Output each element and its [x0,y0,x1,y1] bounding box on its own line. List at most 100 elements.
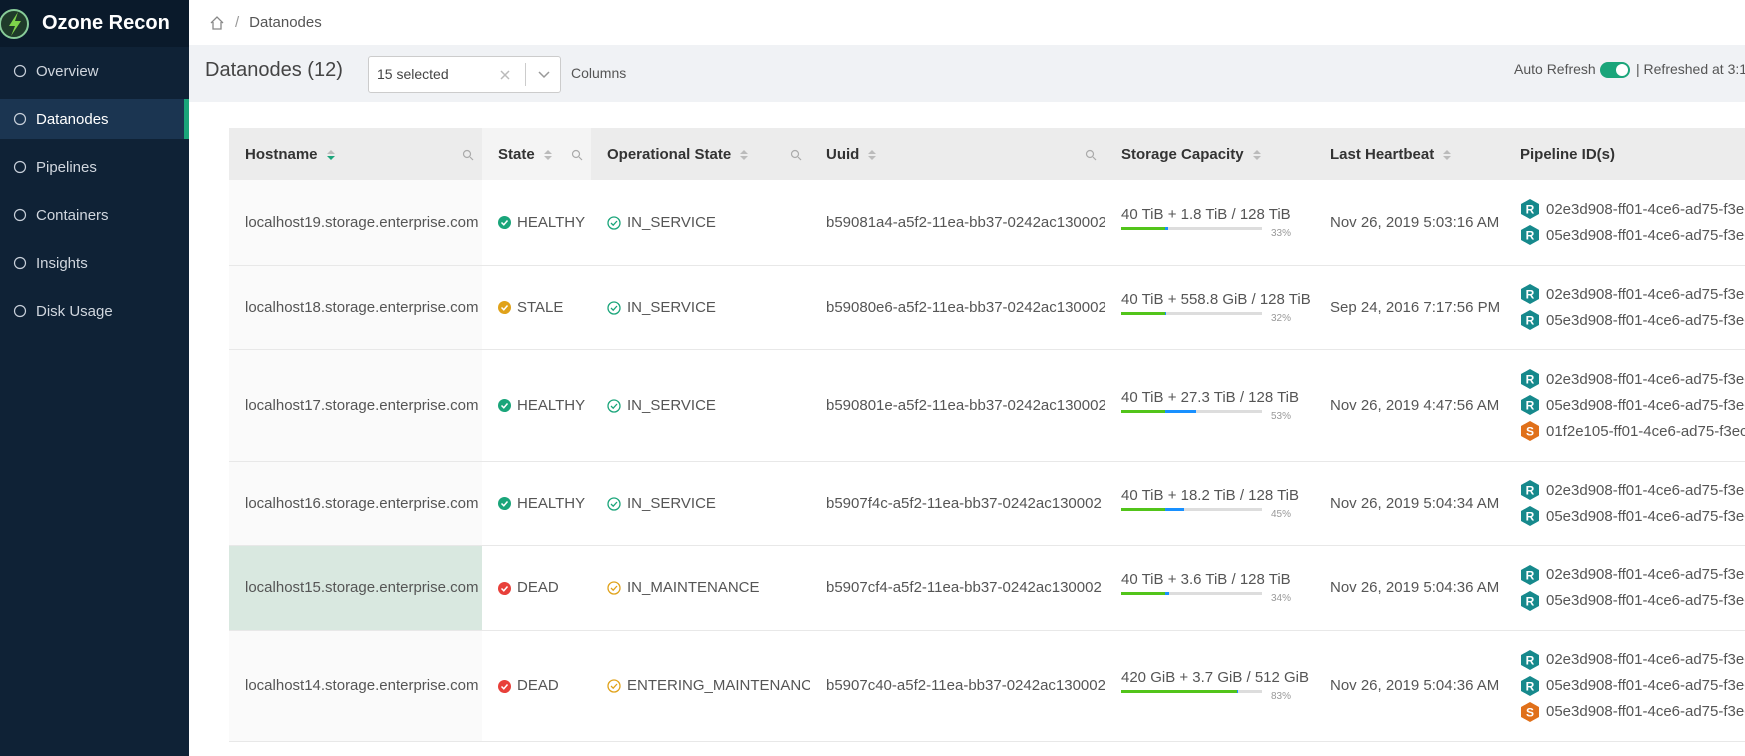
pipeline-id: 05e3d908-ff01-4ce6-ad75-f3ec7 [1546,226,1745,244]
nav-item[interactable]: Insights [0,243,189,283]
op-state-label: IN_SERVICE [627,396,716,414]
column-header: Uuid [810,128,1105,180]
clear-icon[interactable] [499,69,511,81]
search-lens [462,149,472,159]
state-label: STALE [517,298,564,316]
sort-icon[interactable] [543,148,553,162]
op-state-ring [607,300,621,315]
state-cell: HEALTHY [482,461,591,546]
state-label: HEALTHY [517,213,586,231]
storage-segment [1164,409,1196,413]
pipeline: S 01f2e105-ff01-4ce6-ad75-f3ec79 [1520,418,1745,444]
dropdown-icon[interactable] [537,69,551,81]
header-label: Operational State [607,145,732,163]
sort-up [326,149,335,154]
auto-refresh-label: Auto Refresh [1514,61,1596,77]
sort-icon[interactable] [1442,148,1452,162]
pipeline-id: 05e3d908-ff01-4ce6-ad75-f3ec7 [1546,507,1745,525]
hostname-cell: localhost17.storage.enterprise.com [229,349,482,462]
select-value: 15 selected [377,66,449,82]
pipeline-type: R [1526,594,1535,608]
nav-item[interactable]: Containers [0,195,189,235]
auto-refresh-toggle[interactable] [1600,61,1630,79]
column-select[interactable]: 15 selected [368,56,561,93]
separator: / [235,14,240,31]
storage-percent: 83% [1270,691,1291,702]
storage-text: 40 TiB + 27.3 TiB / 128 TiB [1121,388,1300,406]
header-row: Hostname State Operational State Uuid Storag… [229,128,1745,180]
nav-icon-shape [13,208,27,222]
sort-up [1443,149,1452,154]
pipeline-type: R [1526,568,1535,582]
storage-track [1121,690,1262,693]
sort-down [1443,155,1452,160]
search-icon[interactable] [790,149,802,161]
table-row[interactable]: localhost19.storage.enterprise.com HEALTH… [229,180,1745,266]
pipeline-hex [1521,590,1539,611]
op-state-icon [607,496,621,511]
sort-icon[interactable] [326,148,336,162]
pipeline-type: R [1526,314,1535,328]
column-header: State [482,128,591,180]
sort-icon[interactable] [867,148,877,162]
state-glyph [500,683,509,690]
home-icon[interactable] [209,15,225,31]
uuid-cell: b5907c40-a5f2-11ea-bb37-0242ac130002 [810,630,1105,742]
page-title: Datanodes (12) [205,59,343,81]
table-row[interactable]: localhost15.storage.enterprise.com DEAD IN… [229,545,1745,631]
nav-item[interactable]: Datanodes [0,99,189,139]
state-label: DEAD [517,677,559,694]
nav-icon-shape [13,64,27,78]
op-state-label: IN_SERVICE [627,494,716,512]
storage-cell: 40 TiB + 558.8 GiB / 128 TiB 32% [1105,265,1314,350]
pipeline-id: 05e3d908-ff01-4ce6-ad75-f3ec7 [1546,396,1745,414]
storage-segment [1164,311,1167,315]
nav-icon [13,160,27,174]
state-icon [498,216,511,230]
storage-text: 420 GiB + 3.7 GiB / 512 GiB [1121,669,1310,686]
pipeline-hex [1521,369,1539,389]
storage-cell: 40 TiB + 18.2 TiB / 128 TiB 45% [1105,461,1314,546]
pipeline-hex [1521,421,1539,441]
pipeline-id: 02e3d908-ff01-4ce6-ad75-f3ec7 [1546,651,1745,668]
nav-icon [13,256,27,270]
storage-segment [1121,507,1165,511]
logo[interactable]: Ozone Recon [0,0,189,47]
table-row[interactable]: localhost14.storage.enterprise.com DEAD EN… [229,630,1745,742]
table-row[interactable]: localhost17.storage.enterprise.com HEALTH… [229,349,1745,462]
sort-icon[interactable] [1252,148,1262,162]
search-lens [571,149,581,159]
header-label: Last Heartbeat [1330,145,1435,163]
pipelines-cell: R 02e3d908-ff01-4ce6-ad75-f3ec7 R 05e3d908-… [1504,545,1745,631]
state-dot [498,581,511,595]
search-icon[interactable] [1085,149,1097,161]
nav-item[interactable]: Disk Usage [0,291,189,331]
pipeline-hex [1521,675,1539,696]
state-glyph [500,585,509,592]
pipelines-cell: R 02e3d908-ff01-4ce6-ad75-f3ec7 R 05e3d908-… [1504,630,1745,742]
column-header: Last Heartbeat [1314,128,1504,180]
state-label: HEALTHY [517,396,586,414]
pipeline: R 05e3d908-ff01-4ce6-ad75-f3ec7 [1520,588,1745,614]
breadcrumb: / Datanodes [189,0,1745,45]
storage-percent: 45% [1270,508,1291,520]
nav-item[interactable]: Overview [0,51,189,91]
column-header: Operational State [591,128,810,180]
pipeline-badge: R [1521,506,1539,526]
state-dot [498,497,511,511]
storage-track [1121,409,1262,413]
table-row[interactable]: localhost18.storage.enterprise.com STALE I… [229,265,1745,350]
nav-item[interactable]: Pipelines [0,147,189,187]
pipeline-id: 05e3d908-ff01-4ce6-ad75-f3ec7 [1546,592,1745,609]
column-header: Hostname [229,128,482,180]
op-state-ring [607,679,621,693]
search-icon[interactable] [571,149,583,161]
sort-icon[interactable] [739,148,749,162]
op-state-cell: IN_MAINTENANCE [591,545,810,631]
pipeline-id: 02e3d908-ff01-4ce6-ad75-f3ec7 [1546,370,1745,388]
op-state-ring [607,216,621,230]
search-icon[interactable] [462,149,474,161]
state-cell: HEALTHY [482,180,591,266]
table-row[interactable]: localhost16.storage.enterprise.com HEALTH… [229,461,1745,546]
uuid-cell: b590801e-a5f2-11ea-bb37-0242ac130002 [810,349,1105,462]
